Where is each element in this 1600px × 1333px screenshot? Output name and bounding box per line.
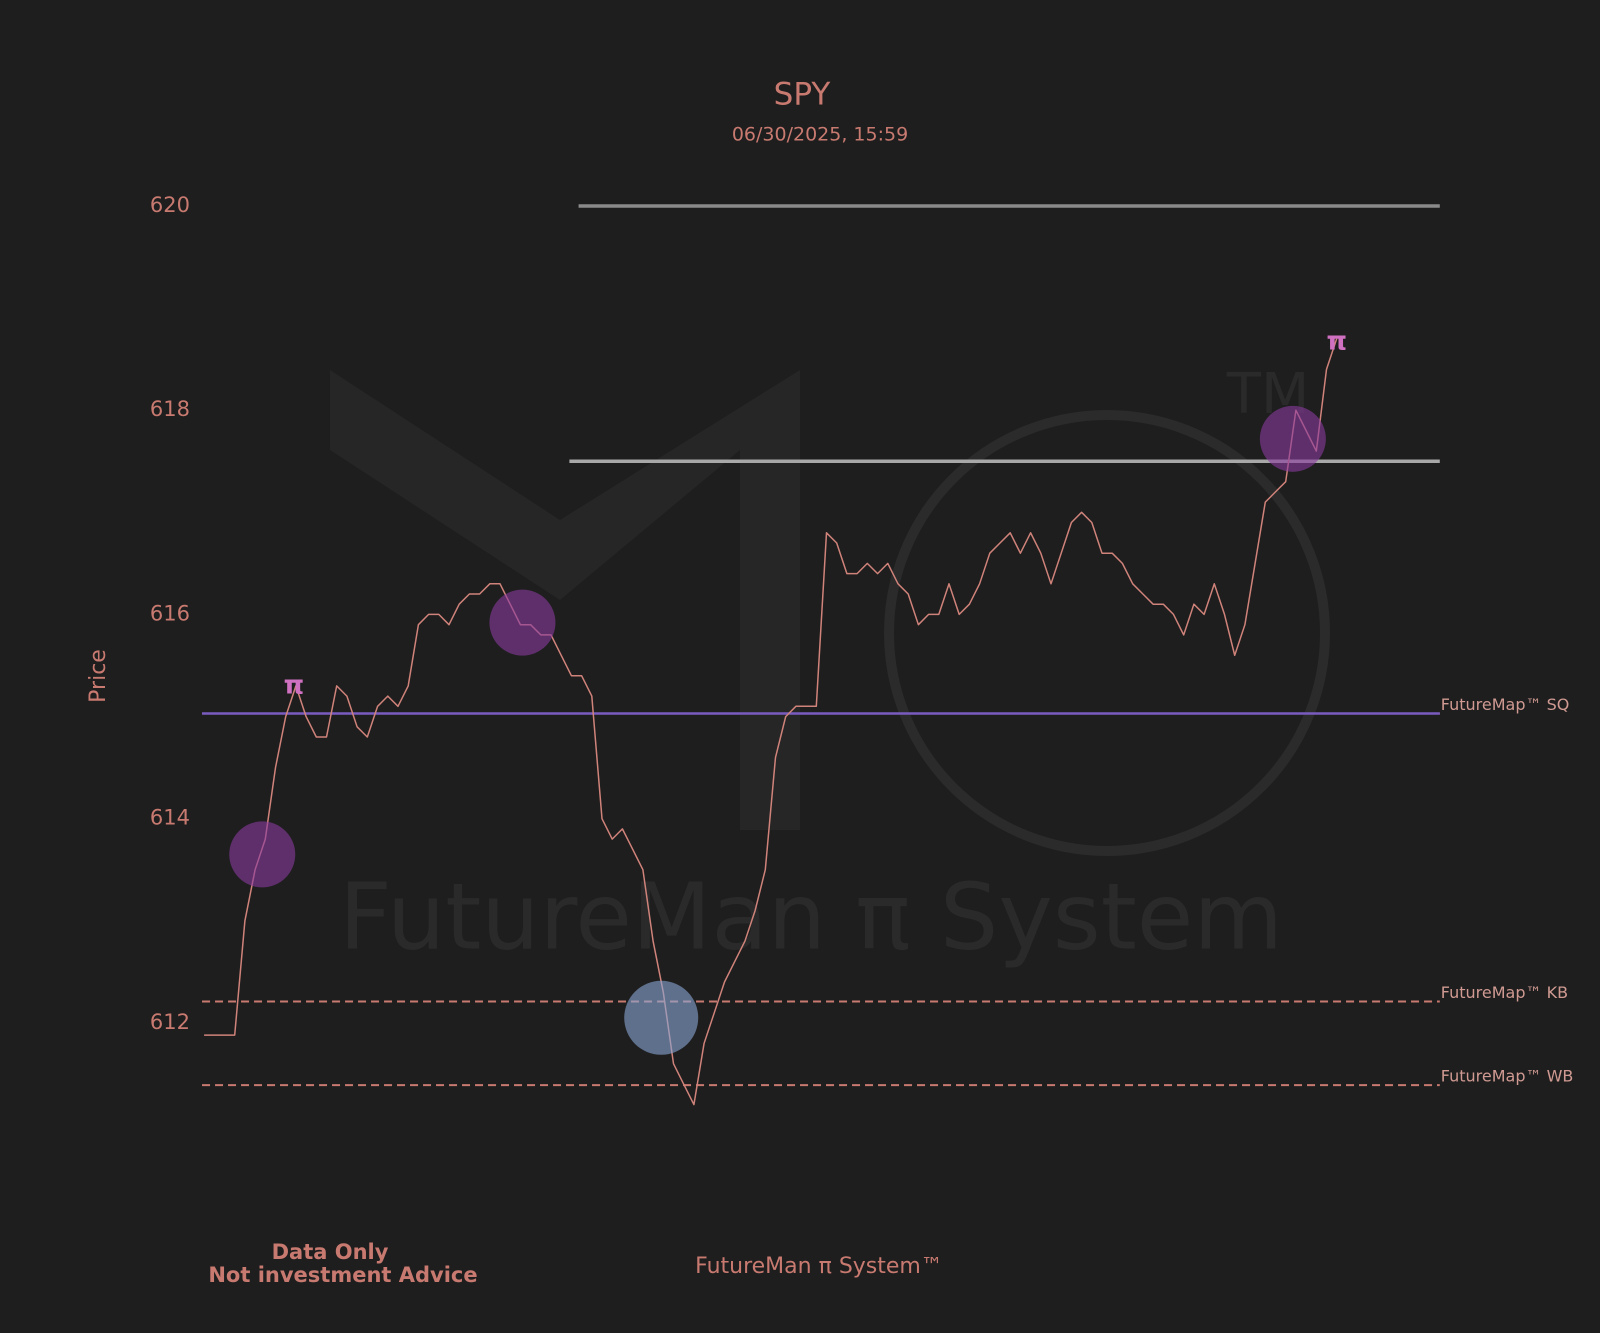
y-tick-label: 620 xyxy=(150,193,190,217)
watermark-logo xyxy=(330,370,800,830)
chart-subtitle: 06/30/2025, 15:59 xyxy=(732,124,908,146)
footer-note: Data Only xyxy=(272,1240,389,1264)
highlight-circle xyxy=(624,980,699,1055)
pi-marker: π xyxy=(1326,326,1347,356)
y-tick-label: 616 xyxy=(150,601,190,625)
level-label: FutureMap™ WB xyxy=(1441,1067,1574,1086)
watermark-text: FutureMan π System xyxy=(339,863,1283,970)
level-label: FutureMap™ SQ xyxy=(1441,695,1570,714)
y-tick-label: 612 xyxy=(150,1010,190,1034)
footer-brand: FutureMan π System™ xyxy=(695,1254,943,1279)
footer-note: Not investment Advice xyxy=(208,1263,477,1287)
level-label: FutureMap™ KB xyxy=(1441,983,1568,1002)
chart-title: SPY xyxy=(774,77,831,113)
highlight-circle xyxy=(1259,405,1326,472)
y-tick-label: 618 xyxy=(150,397,190,421)
y-tick-label: 614 xyxy=(150,806,190,830)
y-axis-label: Price xyxy=(86,649,111,703)
pi-marker: π xyxy=(284,670,305,700)
price-line xyxy=(204,338,1338,1106)
highlight-circle xyxy=(229,821,296,888)
highlight-circle xyxy=(489,589,556,656)
watermark-logo xyxy=(884,410,1330,856)
